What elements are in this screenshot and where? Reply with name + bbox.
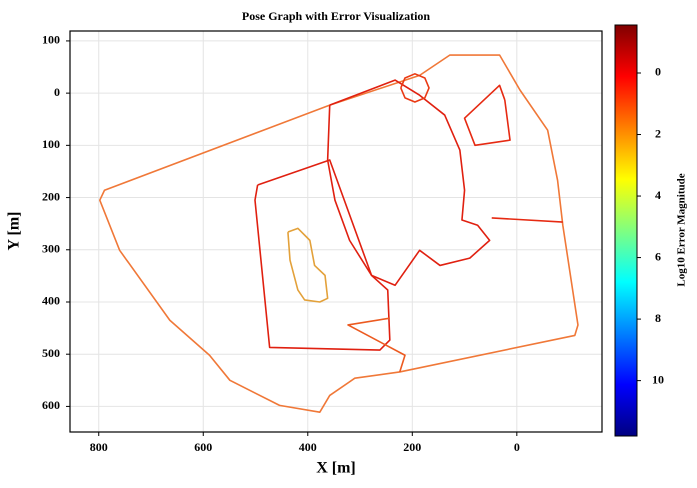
trajectory bbox=[254, 159, 391, 351]
x-tick-label: 600 bbox=[194, 440, 212, 454]
y-tick-label: 100 bbox=[42, 33, 60, 47]
colorbar-tick-label: 2 bbox=[655, 126, 661, 140]
y-tick-label: 500 bbox=[42, 346, 60, 360]
trajectory bbox=[326, 79, 491, 287]
trajectory bbox=[491, 217, 563, 223]
x-tick-label: 200 bbox=[403, 440, 421, 454]
colorbar-tick-label: 4 bbox=[655, 188, 661, 202]
chart-title: Pose Graph with Error Visualization bbox=[242, 9, 431, 23]
x-tick-label: 0 bbox=[514, 440, 520, 454]
colorbar-tick-label: 10 bbox=[652, 372, 664, 386]
trajectory bbox=[347, 317, 406, 373]
plot-frame bbox=[69, 30, 603, 433]
x-tick-label: 800 bbox=[90, 440, 108, 454]
y-axis-label: Y [m] bbox=[6, 212, 23, 251]
y-tick-label: 300 bbox=[42, 242, 60, 256]
colorbar-label: Log10 Error Magnitude bbox=[676, 173, 688, 286]
colorbar-tick-label: 0 bbox=[655, 65, 661, 79]
y-tick-label: 100 bbox=[42, 137, 60, 151]
x-axis-label: X [m] bbox=[316, 460, 356, 477]
y-tick-label: 400 bbox=[42, 294, 60, 308]
trajectory bbox=[400, 73, 430, 103]
y-tick-label: 600 bbox=[42, 398, 60, 412]
colorbar-tick-label: 6 bbox=[655, 249, 661, 263]
y-tick-label: 200 bbox=[42, 189, 60, 203]
x-tick-label: 400 bbox=[299, 440, 317, 454]
trajectory bbox=[463, 84, 511, 147]
trajectory bbox=[98, 54, 579, 413]
trajectory bbox=[287, 227, 329, 303]
colorbar-tick-label: 8 bbox=[655, 311, 661, 325]
colorbar bbox=[614, 24, 638, 437]
y-tick-label: 0 bbox=[54, 85, 60, 99]
